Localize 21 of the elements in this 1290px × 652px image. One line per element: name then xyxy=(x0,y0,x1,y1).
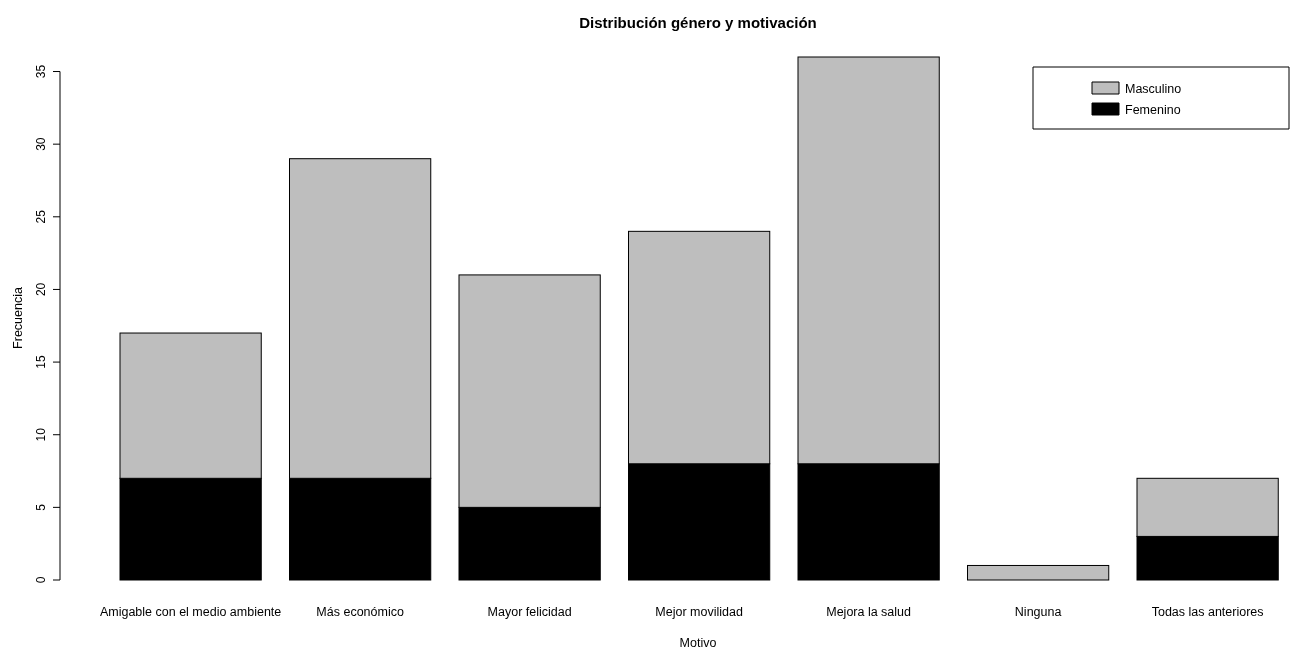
x-tick-label: Más económico xyxy=(316,605,404,619)
x-tick-label: Todas las anteriores xyxy=(1151,605,1264,619)
y-tick-label: 10 xyxy=(34,427,48,442)
x-axis-title: Motivo xyxy=(679,636,717,650)
x-tick-label: Mayor felicidad xyxy=(487,605,572,619)
x-tick-label: Mejor movilidad xyxy=(655,605,743,619)
y-tick-label: 35 xyxy=(34,64,48,79)
y-tick-label: 15 xyxy=(34,355,48,369)
chart-title: Distribución género y motivación xyxy=(579,14,817,31)
y-tick-label: 5 xyxy=(34,503,48,511)
y-tick-label: 20 xyxy=(34,282,48,297)
x-tick-label: Amigable con el medio ambiente xyxy=(99,605,282,619)
y-tick-label: 25 xyxy=(34,209,48,224)
y-tick-label: 30 xyxy=(34,137,48,151)
x-tick-label: Ninguna xyxy=(1014,605,1062,619)
legend-label: Femenino xyxy=(1125,103,1181,117)
bar xyxy=(967,564,1110,581)
legend-label: Masculino xyxy=(1125,82,1182,96)
y-tick-label: 0 xyxy=(34,576,48,584)
x-tick-label: Mejora la salud xyxy=(826,605,912,619)
y-axis-title: Frecuencia xyxy=(11,287,25,349)
